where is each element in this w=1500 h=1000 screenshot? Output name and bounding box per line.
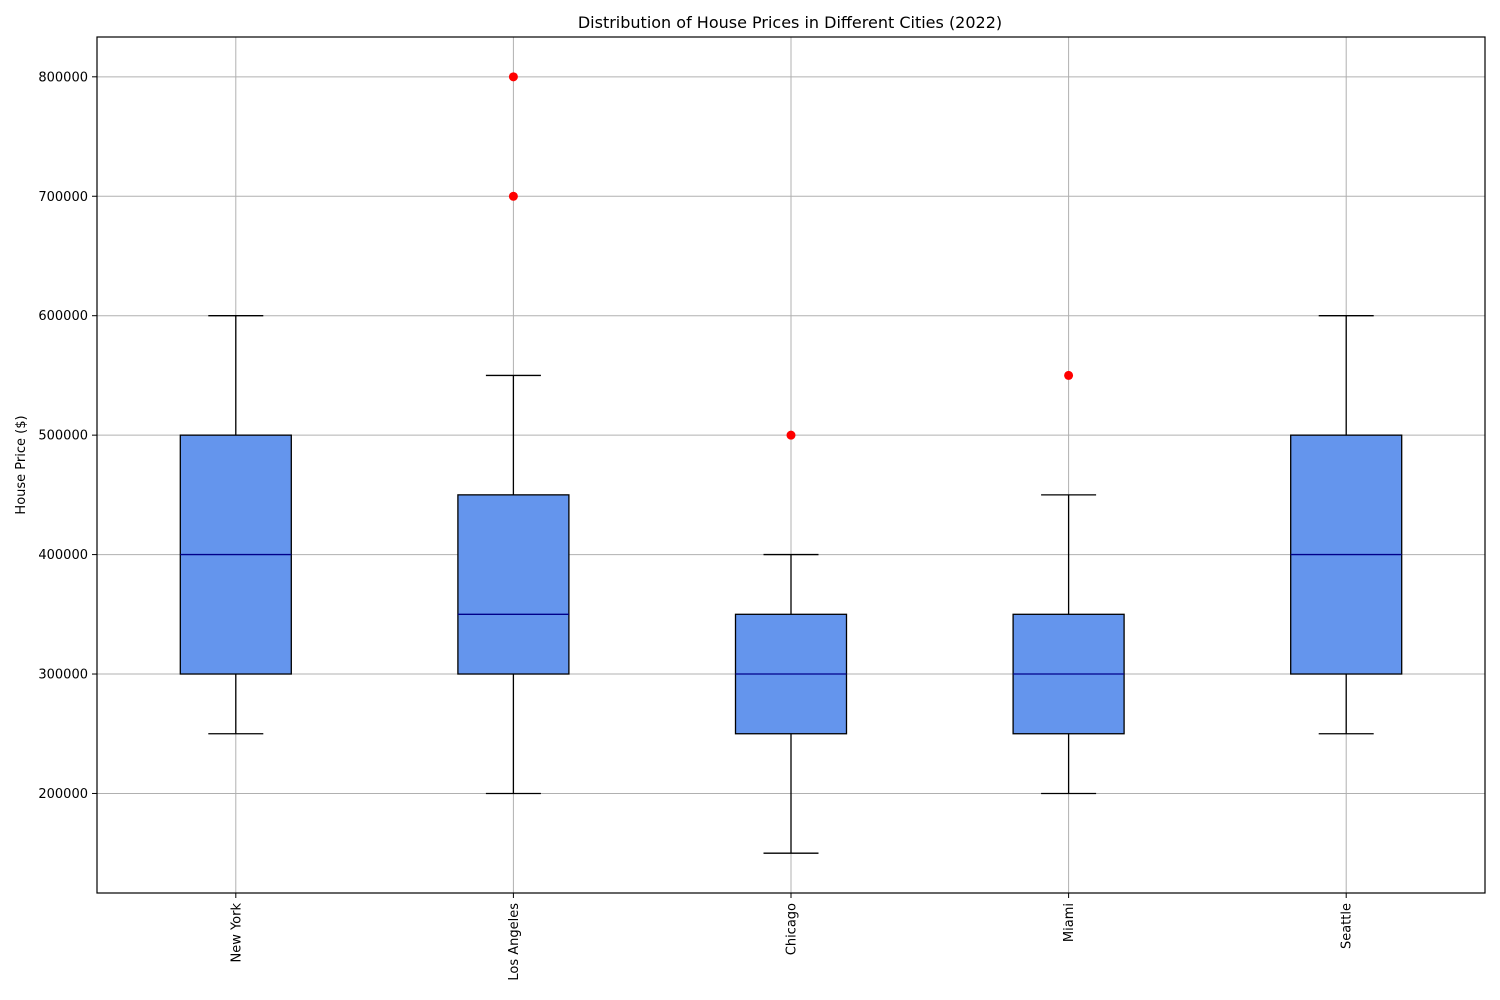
y-axis-label: House Price ($) bbox=[14, 415, 29, 514]
outlier-point bbox=[508, 72, 518, 82]
y-tick-label: 200000 bbox=[38, 787, 88, 802]
y-tick-label: 800000 bbox=[38, 70, 88, 85]
x-tick-label: Chicago bbox=[785, 903, 800, 955]
x-tick-label: Seattle bbox=[1340, 903, 1355, 949]
outlier-series bbox=[508, 72, 1074, 440]
box-series bbox=[179, 315, 1403, 854]
y-axis-ticks: 200000 300000 400000 500000 600000 700000 8000… bbox=[38, 70, 97, 802]
y-tick-label: 400000 bbox=[38, 548, 88, 563]
box-iqr bbox=[457, 494, 570, 675]
outlier-point bbox=[508, 191, 518, 201]
x-tick-label: New York bbox=[229, 903, 244, 963]
x-axis-ticks: New York Los Angeles Chicago Miami Seattle bbox=[229, 893, 1355, 981]
y-tick-label: 700000 bbox=[38, 190, 88, 205]
x-tick-label: Los Angeles bbox=[507, 903, 522, 981]
outlier-point bbox=[1064, 370, 1074, 380]
x-tick-label: Miami bbox=[1062, 903, 1077, 942]
y-tick-label: 500000 bbox=[38, 429, 88, 444]
y-tick-label: 300000 bbox=[38, 668, 88, 683]
outlier-point bbox=[786, 430, 796, 440]
grid-lines bbox=[97, 37, 1485, 893]
y-tick-label: 600000 bbox=[38, 309, 88, 324]
chart-title: Distribution of House Prices in Differen… bbox=[578, 13, 1002, 32]
